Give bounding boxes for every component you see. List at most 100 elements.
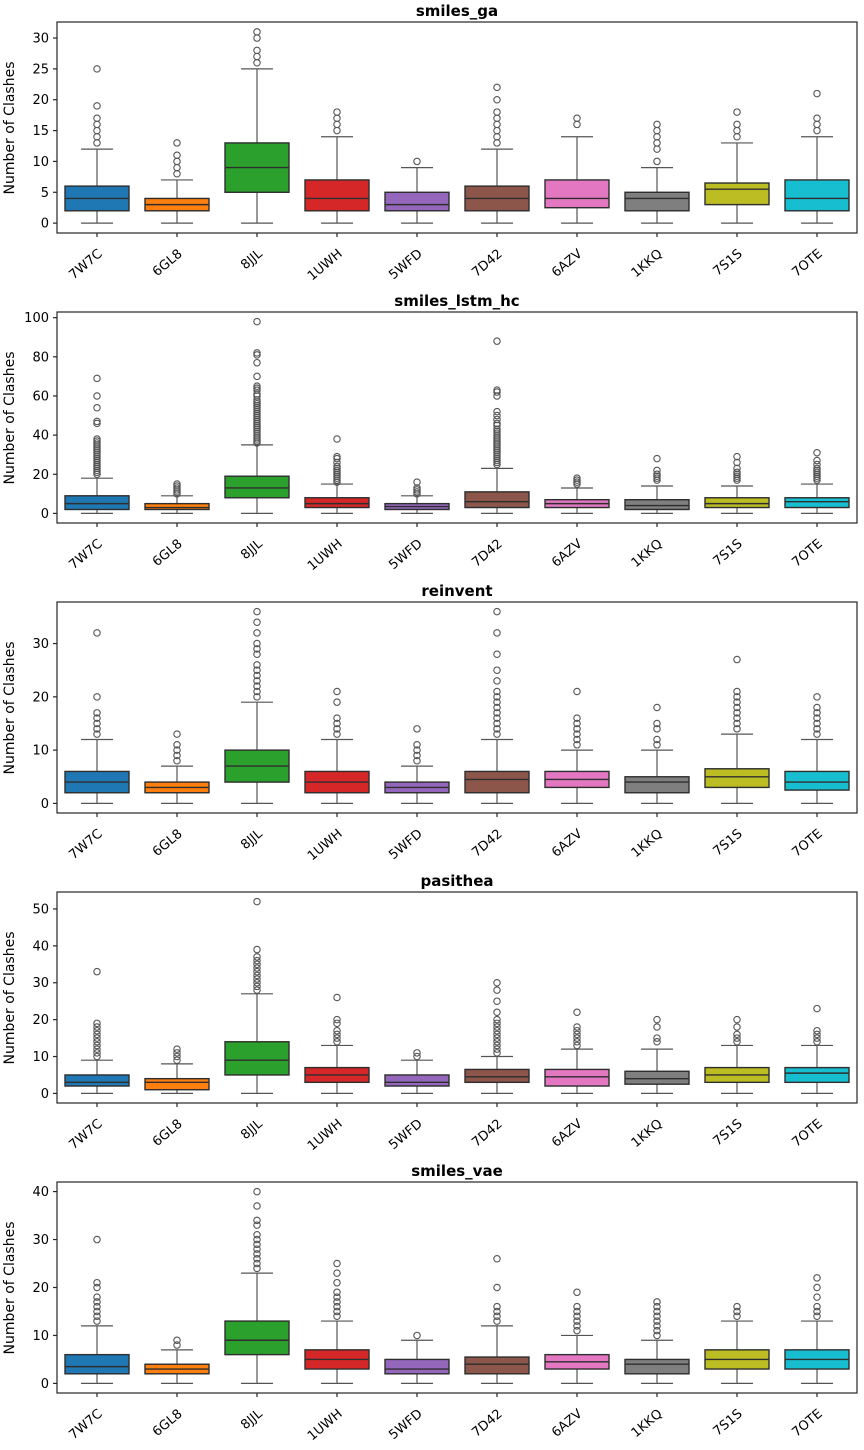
x-tick-label: 7OTE bbox=[789, 1117, 825, 1151]
box-7OTE: 7OTE bbox=[784, 693, 850, 860]
iqr-box bbox=[384, 1074, 450, 1087]
iqr-box bbox=[624, 191, 690, 212]
outlier-point bbox=[93, 120, 101, 129]
iqr-box bbox=[624, 776, 690, 794]
y-tick-label: 40 bbox=[32, 1185, 49, 1200]
outlier-point bbox=[653, 1312, 661, 1321]
y-axis-label: Number of Clashes bbox=[2, 932, 18, 1065]
x-tick-label: 5WFD bbox=[386, 537, 425, 573]
outlier-point bbox=[93, 1034, 101, 1042]
plot-title: smiles_vae bbox=[411, 1162, 503, 1180]
outlier-point bbox=[93, 403, 101, 412]
iqr-box bbox=[64, 1353, 130, 1375]
outlier-point bbox=[333, 1026, 341, 1035]
outlier-point bbox=[813, 1283, 821, 1292]
outlier-point bbox=[93, 114, 101, 122]
outlier-point bbox=[253, 666, 261, 674]
x-tick-label: 7W7C bbox=[66, 537, 105, 573]
outlier-point bbox=[573, 730, 581, 738]
outlier-point bbox=[813, 120, 821, 129]
outlier-point bbox=[813, 1026, 821, 1035]
x-tick-label: 6AZV bbox=[549, 247, 586, 281]
y-tick-label: 80 bbox=[32, 350, 49, 365]
axes-frame bbox=[56, 601, 858, 814]
outlier-point bbox=[173, 482, 181, 490]
outlier-point bbox=[173, 741, 181, 749]
box-5WFD: 5WFD bbox=[384, 1331, 450, 1443]
outlier-point bbox=[333, 725, 341, 733]
outlier-point bbox=[813, 1293, 821, 1301]
box-6AZV: 6AZV bbox=[544, 114, 610, 281]
boxplot-canvas-reinvent: reinvent Number of Clashes 0 10 20 30 7W7C 6G… bbox=[2, 582, 858, 864]
outlier-point bbox=[493, 407, 501, 416]
x-tick-label: 7OTE bbox=[789, 1407, 825, 1441]
plot-title: reinvent bbox=[421, 582, 492, 600]
axes-frame bbox=[56, 891, 858, 1104]
outlier-point bbox=[93, 1052, 101, 1061]
outlier-point bbox=[253, 629, 261, 637]
outlier-point bbox=[253, 317, 261, 326]
box-6AZV: 6AZV bbox=[544, 1008, 610, 1151]
outlier-point bbox=[93, 967, 101, 976]
outlier-point bbox=[733, 1312, 741, 1321]
outlier-point bbox=[253, 52, 261, 61]
boxplot-canvas-smiles-vae: smiles_vae Number of Clashes 0 10 20 30 40 7W… bbox=[2, 1162, 858, 1444]
box-7OTE: 7OTE bbox=[784, 1004, 850, 1151]
outlier-point bbox=[813, 126, 821, 135]
outlier-point bbox=[253, 1259, 261, 1268]
outlier-point bbox=[493, 1302, 501, 1311]
outlier-point bbox=[733, 698, 741, 706]
x-tick-label: 8JJL bbox=[238, 826, 266, 853]
box-7S1S: 7S1S bbox=[704, 452, 770, 570]
x-tick-label: 7S1S bbox=[711, 537, 746, 570]
outlier-point bbox=[253, 978, 261, 987]
outlier-point bbox=[493, 687, 501, 696]
iqr-box bbox=[704, 768, 770, 789]
outlier-point bbox=[813, 693, 821, 701]
outlier-point bbox=[573, 741, 581, 749]
x-tick-label: 7S1S bbox=[711, 1407, 746, 1440]
box-5WFD: 5WFD bbox=[384, 478, 450, 573]
outlier-point bbox=[173, 1049, 181, 1057]
outlier-point bbox=[253, 953, 261, 961]
outlier-point bbox=[333, 126, 341, 135]
x-tick-label: 1KKQ bbox=[629, 537, 666, 571]
x-tick-label: 5WFD bbox=[386, 1407, 425, 1443]
outlier-point bbox=[573, 1030, 581, 1039]
outlier-point bbox=[93, 133, 101, 141]
outlier-point bbox=[493, 1026, 501, 1035]
outlier-point bbox=[813, 730, 821, 738]
outlier-point bbox=[333, 1269, 341, 1277]
outlier-point bbox=[813, 1312, 821, 1321]
outlier-point bbox=[93, 1049, 101, 1057]
box-6GL8: 6GL8 bbox=[144, 1045, 210, 1150]
outlier-point bbox=[653, 703, 661, 712]
outlier-point bbox=[493, 997, 501, 1005]
outlier-point bbox=[253, 671, 261, 680]
outlier-point bbox=[653, 466, 661, 475]
iqr-box bbox=[624, 1358, 690, 1375]
x-tick-label: 7W7C bbox=[66, 827, 105, 863]
outlier-point bbox=[253, 28, 261, 36]
outlier-point bbox=[493, 1015, 501, 1024]
x-tick-label: 1UWH bbox=[305, 827, 346, 864]
outlier-point bbox=[573, 474, 581, 482]
outlier-point bbox=[493, 978, 501, 987]
iqr-box bbox=[224, 1041, 290, 1076]
outlier-point bbox=[253, 349, 261, 357]
outlier-point bbox=[253, 897, 261, 906]
outlier-point bbox=[573, 1008, 581, 1017]
outlier-point bbox=[573, 719, 581, 728]
outlier-point bbox=[733, 472, 741, 480]
outlier-point bbox=[733, 1302, 741, 1311]
iqr-box bbox=[64, 1074, 130, 1087]
outlier-point bbox=[333, 120, 341, 129]
x-tick-label: 1UWH bbox=[305, 1117, 346, 1154]
outlier-point bbox=[813, 709, 821, 717]
boxplot-canvas-smiles-lstm-hc: smiles_lstm_hc Number of Clashes 0 20 40 60… bbox=[2, 292, 858, 574]
outlier-point bbox=[653, 719, 661, 728]
outlier-point bbox=[813, 456, 821, 465]
outlier-point bbox=[733, 693, 741, 701]
subplot-pasithea: pasithea Number of Clashes 0 10 20 30 40 50 7W… bbox=[0, 870, 864, 1160]
outlier-point bbox=[333, 1293, 341, 1301]
